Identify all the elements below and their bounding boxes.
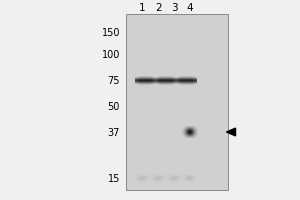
- Text: 15: 15: [108, 174, 120, 184]
- Text: 50: 50: [108, 102, 120, 112]
- Text: 100: 100: [102, 50, 120, 60]
- Text: 75: 75: [107, 76, 120, 86]
- Text: 4: 4: [186, 3, 193, 13]
- Text: 2: 2: [155, 3, 161, 13]
- Text: 37: 37: [108, 128, 120, 138]
- Polygon shape: [226, 128, 236, 136]
- Text: 1: 1: [139, 3, 146, 13]
- FancyBboxPatch shape: [126, 14, 228, 190]
- Text: 150: 150: [101, 28, 120, 38]
- Text: 3: 3: [171, 3, 177, 13]
